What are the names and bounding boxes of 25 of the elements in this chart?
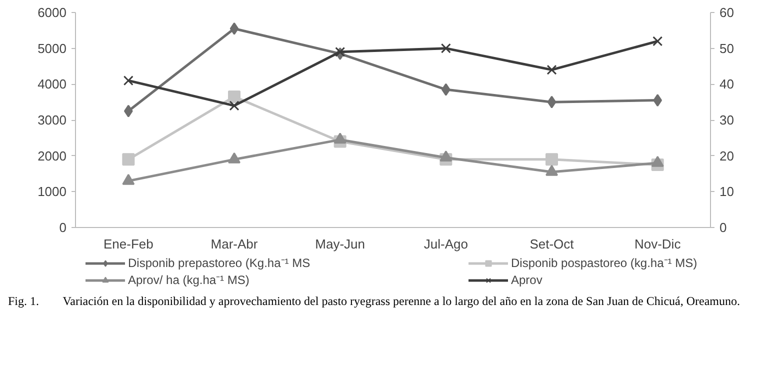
- y2-tick-label: 30: [720, 112, 734, 128]
- y-tick-label: 0: [59, 220, 67, 235]
- legend-label: Disponib pospastoreo (kg.ha⁻¹ MS): [511, 255, 698, 271]
- legend-label: Aprov/ ha (kg.ha⁻¹ MS): [128, 272, 250, 288]
- x-tick-label: May-Jun: [315, 236, 366, 252]
- x-tick-label: Mar-Abr: [210, 236, 258, 252]
- y-tick-label: 6000: [38, 5, 66, 20]
- y2-tick-label: 60: [720, 5, 734, 20]
- caption: Fig. 1. Variación en la disponibilidad y aprovechamiento del pasto ryegrass perenne a lo largo del año en la zona de San Juan de Chicuá, Oreamuno.: [8, 293, 740, 310]
- y2-tick-label: 20: [720, 148, 734, 164]
- x-tick-label: Jul-Ago: [424, 236, 468, 252]
- y2-tick-label: 10: [720, 184, 734, 200]
- x-tick-label: Ene-Feb: [103, 236, 154, 252]
- legend-label: Aprov: [511, 272, 544, 286]
- x-tick-label: Set-Oct: [530, 236, 574, 252]
- y-tick-label: 4000: [38, 76, 66, 92]
- x-tick-label: Nov-Dic: [634, 236, 682, 252]
- y-tick-label: 1000: [38, 184, 66, 200]
- legend-label: Disponib prepastoreo (Kg.ha⁻¹ MS: [128, 255, 312, 271]
- y2-tick-label: 0: [720, 220, 727, 235]
- y-tick-label: 2000: [38, 148, 66, 164]
- y-tick-label: 3000: [38, 112, 66, 128]
- y-tick-label: 5000: [38, 40, 66, 56]
- y2-tick-label: 50: [720, 40, 734, 56]
- y2-tick-label: 40: [720, 76, 734, 92]
